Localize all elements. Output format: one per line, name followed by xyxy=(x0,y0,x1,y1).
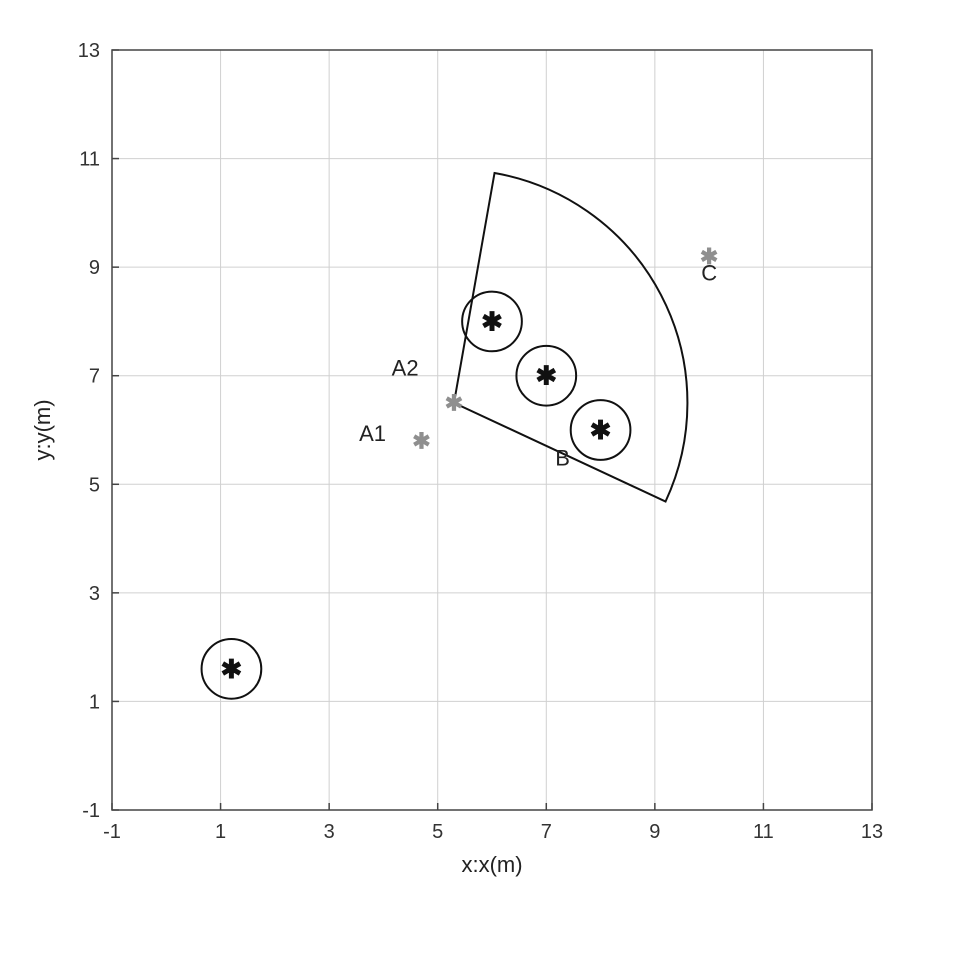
ytick-label: -1 xyxy=(82,800,100,822)
sector-wedge xyxy=(454,173,687,502)
ytick-label: 3 xyxy=(89,583,100,605)
ytick-label: 13 xyxy=(78,40,100,62)
point-label: B xyxy=(555,445,570,470)
ytick-label: 9 xyxy=(89,257,100,279)
xtick-label: 5 xyxy=(432,821,443,843)
xtick-label: 13 xyxy=(861,821,883,843)
asterisk-icon: ✱ xyxy=(590,415,612,445)
ytick-label: 11 xyxy=(79,149,100,171)
y-axis-label: y:y(m) xyxy=(30,399,55,460)
gridlines xyxy=(112,50,872,810)
xtick-label: 9 xyxy=(649,821,660,843)
point-label: C xyxy=(701,261,717,286)
coordinate-plot: -1135791113-1135791113x:x(m)y:y(m)✱✱✱✱✱A… xyxy=(0,0,956,958)
ytick-label: 1 xyxy=(89,691,100,713)
ticks: -1135791113-1135791113 xyxy=(78,40,883,843)
asterisk-icon: ✱ xyxy=(481,306,503,336)
chart-stage: -1135791113-1135791113x:x(m)y:y(m)✱✱✱✱✱A… xyxy=(0,0,956,958)
asterisk-icon: ✱ xyxy=(221,654,243,684)
axis-box xyxy=(112,50,872,810)
xtick-label: 11 xyxy=(753,821,774,843)
xtick-label: -1 xyxy=(103,821,121,843)
point-label: A1 xyxy=(359,421,386,446)
xtick-label: 1 xyxy=(215,821,226,843)
point-label: A2 xyxy=(392,356,419,381)
xtick-label: 7 xyxy=(541,821,552,843)
ytick-label: 5 xyxy=(89,474,100,496)
marker-asterisk-icon: ✱ xyxy=(445,390,463,415)
xtick-label: 3 xyxy=(324,821,335,843)
ytick-label: 7 xyxy=(89,366,100,388)
asterisk-icon: ✱ xyxy=(535,361,557,391)
marker-asterisk-icon: ✱ xyxy=(412,428,430,453)
x-axis-label: x:x(m) xyxy=(461,852,522,877)
